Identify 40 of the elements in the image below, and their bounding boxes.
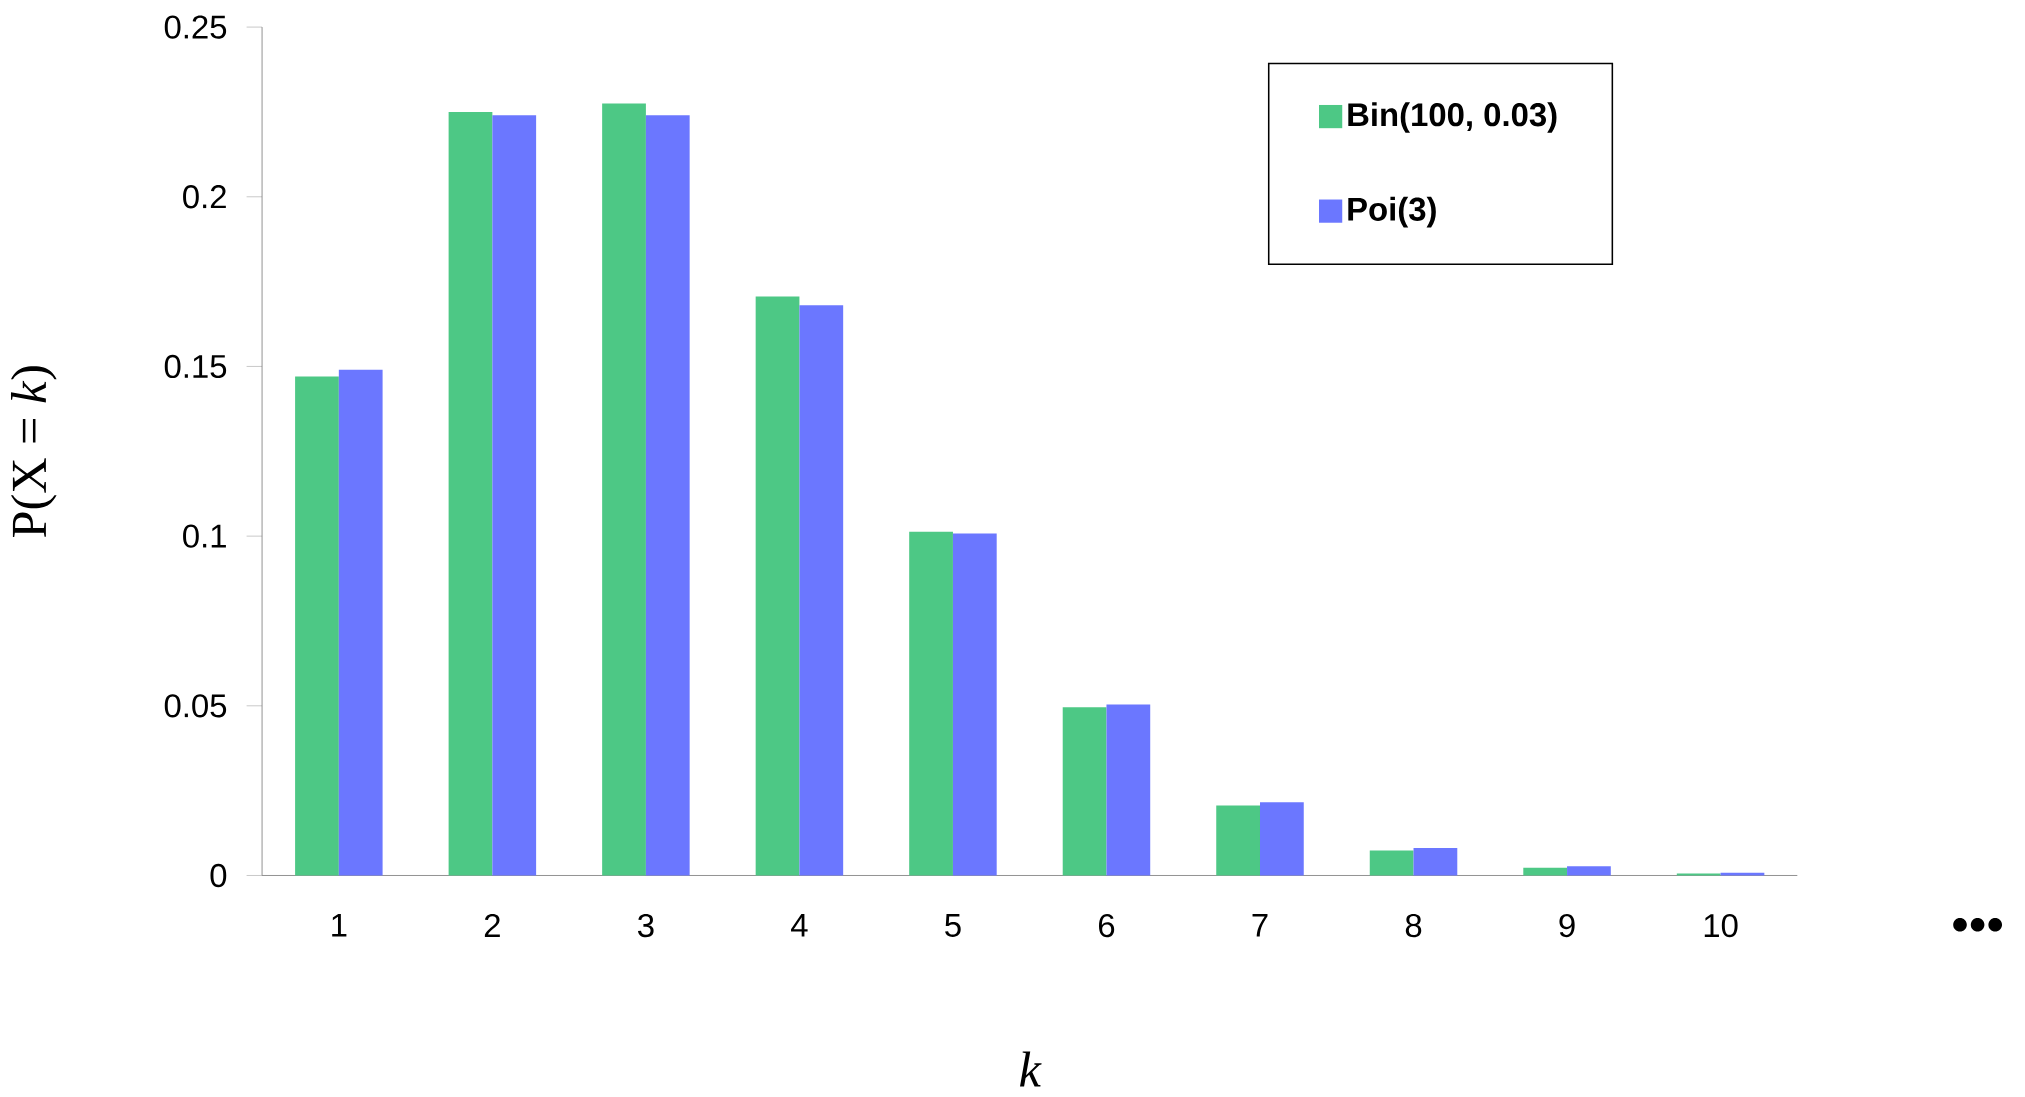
y-axis-title: P(X = k)	[10, 366, 57, 537]
bar	[909, 531, 953, 876]
x-tick-label: 9	[1559, 913, 1575, 938]
y-tick-label: 0.05	[164, 693, 227, 718]
x-tick-label: 6	[1098, 913, 1115, 938]
bar	[338, 369, 383, 876]
legend-label: Bin(100, 0.03)	[1348, 102, 1557, 133]
y-tick-label: 0.25	[164, 15, 227, 39]
bar	[645, 115, 690, 876]
text: •••	[1953, 917, 2003, 932]
bar	[1062, 706, 1107, 876]
bar	[1106, 704, 1151, 876]
bar	[1676, 873, 1721, 876]
bar	[1523, 867, 1568, 876]
x-tick-label: 3	[637, 913, 654, 938]
bar	[1216, 805, 1260, 876]
bar	[1567, 866, 1611, 876]
x-tick-label: 7	[1252, 913, 1268, 937]
bar	[1369, 850, 1414, 876]
bar	[295, 376, 339, 876]
bar	[755, 296, 800, 876]
x-tick-label: 10	[1704, 913, 1738, 938]
bar	[492, 115, 537, 876]
legend-label: Poi(3)	[1348, 196, 1436, 228]
bar	[799, 305, 844, 876]
x-axis-title: k	[1020, 1051, 1042, 1087]
x-tick-label: 8	[1405, 913, 1422, 938]
y-tick-label: 0.1	[183, 524, 226, 548]
y-tick-label: 0	[210, 863, 227, 887]
x-tick-label: 2	[484, 913, 500, 937]
bar	[1260, 801, 1304, 876]
y-tick-label: 0.15	[164, 354, 227, 378]
x-tick-label: 1	[332, 913, 347, 937]
bar	[448, 111, 493, 876]
x-tick-label: 4	[791, 913, 808, 937]
x-tick-label: 5	[945, 913, 961, 937]
bar	[952, 533, 997, 876]
bar	[1413, 847, 1458, 876]
bar	[602, 103, 646, 876]
y-tick-label: 0.2	[183, 184, 226, 209]
